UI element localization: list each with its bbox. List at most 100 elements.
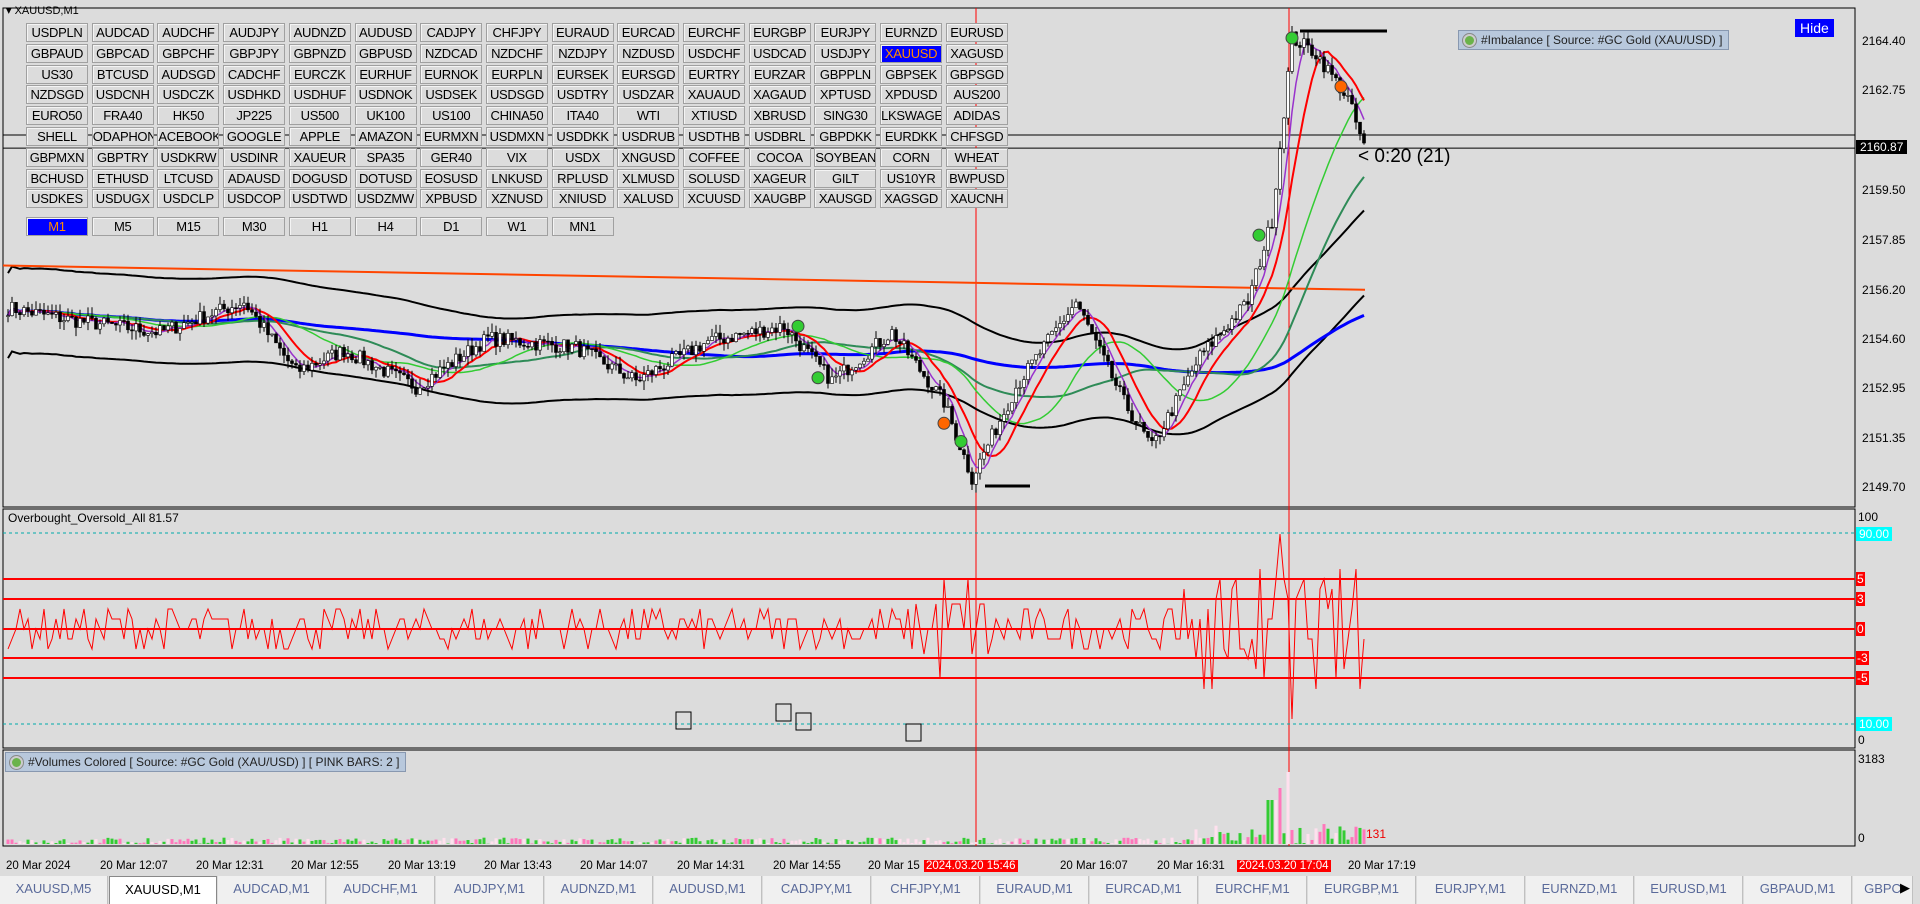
timeframe-m30[interactable]: M30 bbox=[223, 217, 286, 236]
symbol-button-xngusd[interactable]: XNGUSD bbox=[617, 147, 680, 167]
symbol-button-fra40[interactable]: FRA40 bbox=[91, 106, 154, 126]
symbol-button-gbpsek[interactable]: GBPSEK bbox=[880, 64, 943, 84]
symbol-button-lkswage[interactable]: LKSWAGE bbox=[880, 106, 943, 126]
timeframe-mn1[interactable]: MN1 bbox=[551, 217, 614, 236]
symbol-button-ltcusd[interactable]: LTCUSD bbox=[157, 168, 220, 188]
tab-euraud-m1[interactable]: EURAUD,M1 bbox=[981, 876, 1089, 904]
symbol-button-bwpusd[interactable]: BWPUSD bbox=[945, 168, 1008, 188]
volumes-legend[interactable]: #Volumes Colored [ Source: #GC Gold (XAU… bbox=[5, 752, 407, 772]
tab-eurcad-m1[interactable]: EURCAD,M1 bbox=[1090, 876, 1198, 904]
symbol-button-lnkusd[interactable]: LNKUSD bbox=[485, 168, 548, 188]
symbol-button-odaphon[interactable]: ODAPHON bbox=[91, 127, 154, 146]
symbol-button-xcuusd[interactable]: XCUUSD bbox=[683, 189, 745, 209]
symbol-button-eurcad[interactable]: EURCAD bbox=[617, 23, 680, 42]
symbol-button-usdczk[interactable]: USDCZK bbox=[157, 85, 220, 105]
symbol-button-usdpln[interactable]: USDPLN bbox=[26, 23, 88, 42]
symbol-button-xalusd[interactable]: XALUSD bbox=[617, 189, 680, 209]
symbol-button-eurjpy[interactable]: EURJPY bbox=[814, 23, 877, 42]
symbol-button-google[interactable]: GOOGLE bbox=[223, 127, 286, 146]
symbol-button-gilt[interactable]: GILT bbox=[814, 168, 877, 188]
symbol-button-eurdkk[interactable]: EURDKK bbox=[880, 127, 943, 146]
symbol-button-gbpusd[interactable]: GBPUSD bbox=[354, 43, 417, 63]
symbol-button-xtiusd[interactable]: XTIUSD bbox=[683, 106, 745, 126]
symbol-button-usdthb[interactable]: USDTHB bbox=[683, 127, 745, 146]
symbol-button-usdkrw[interactable]: USDKRW bbox=[157, 147, 220, 167]
symbol-button-xlmusd[interactable]: XLMUSD bbox=[617, 168, 680, 188]
symbol-button-adidas[interactable]: ADIDAS bbox=[945, 106, 1008, 126]
symbol-button-xbrusd[interactable]: XBRUSD bbox=[748, 106, 811, 126]
symbol-button-eursgd[interactable]: EURSGD bbox=[617, 64, 680, 84]
symbol-button-chfjpy[interactable]: CHFJPY bbox=[485, 23, 548, 42]
tab-audjpy-m1[interactable]: AUDJPY,M1 bbox=[436, 876, 544, 904]
symbol-button-adausd[interactable]: ADAUSD bbox=[223, 168, 286, 188]
symbol-button-acebook[interactable]: ACEBOOK bbox=[157, 127, 220, 146]
symbol-button-jp225[interactable]: JP225 bbox=[223, 106, 286, 126]
symbol-button-usdugx[interactable]: USDUGX bbox=[91, 189, 154, 209]
symbol-button-usdcad[interactable]: USDCAD bbox=[748, 43, 811, 63]
symbol-button-xpdusd[interactable]: XPDUSD bbox=[880, 85, 943, 105]
tab-eurchf-m1[interactable]: EURCHF,M1 bbox=[1199, 876, 1307, 904]
symbol-button-euraud[interactable]: EURAUD bbox=[551, 23, 614, 42]
symbol-button-audchf[interactable]: AUDCHF bbox=[157, 23, 220, 42]
symbol-button-eurusd[interactable]: EURUSD bbox=[945, 23, 1008, 42]
symbol-button-cadjpy[interactable]: CADJPY bbox=[420, 23, 483, 42]
symbol-button-gbpdkk[interactable]: GBPDKK bbox=[814, 127, 877, 146]
timeframe-m1[interactable]: M1 bbox=[26, 217, 88, 236]
symbol-button-nzdjpy[interactable]: NZDJPY bbox=[551, 43, 614, 63]
symbol-button-usdrub[interactable]: USDRUB bbox=[617, 127, 680, 146]
symbol-button-usdcop[interactable]: USDCOP bbox=[223, 189, 286, 209]
symbol-button-usdzmw[interactable]: USDZMW bbox=[354, 189, 417, 209]
symbol-button-dotusd[interactable]: DOTUSD bbox=[354, 168, 417, 188]
tab-audusd-m1[interactable]: AUDUSD,M1 bbox=[654, 876, 762, 904]
symbol-button-wti[interactable]: WTI bbox=[617, 106, 680, 126]
symbol-button-audusd[interactable]: AUDUSD bbox=[354, 23, 417, 42]
symbol-button-xagusd[interactable]: XAGUSD bbox=[945, 43, 1008, 63]
symbol-button-eurgbp[interactable]: EURGBP bbox=[748, 23, 811, 42]
symbol-button-corn[interactable]: CORN bbox=[880, 147, 943, 167]
symbol-button-usdinr[interactable]: USDINR bbox=[223, 147, 286, 167]
symbol-button-usdx[interactable]: USDX bbox=[551, 147, 614, 167]
symbol-button-usdsgd[interactable]: USDSGD bbox=[485, 85, 548, 105]
symbol-button-gbpchf[interactable]: GBPCHF bbox=[157, 43, 220, 63]
symbol-button-xptusd[interactable]: XPTUSD bbox=[814, 85, 877, 105]
symbol-button-xauusd[interactable]: XAUUSD bbox=[880, 43, 943, 63]
symbol-button-xagaud[interactable]: XAGAUD bbox=[748, 85, 811, 105]
symbol-button-usdhuf[interactable]: USDHUF bbox=[288, 85, 351, 105]
symbol-button-nzdusd[interactable]: NZDUSD bbox=[617, 43, 680, 63]
symbol-button-eursek[interactable]: EURSEK bbox=[551, 64, 614, 84]
symbol-button-nzdchf[interactable]: NZDCHF bbox=[485, 43, 548, 63]
symbol-button-xznusd[interactable]: XZNUSD bbox=[485, 189, 548, 209]
symbol-button-audjpy[interactable]: AUDJPY bbox=[223, 23, 286, 42]
symbol-button-usdchf[interactable]: USDCHF bbox=[683, 43, 745, 63]
symbol-button-btcusd[interactable]: BTCUSD bbox=[91, 64, 154, 84]
symbol-button-eurmxn[interactable]: EURMXN bbox=[420, 127, 483, 146]
symbol-button-wheat[interactable]: WHEAT bbox=[945, 147, 1008, 167]
symbol-button-audnzd[interactable]: AUDNZD bbox=[288, 23, 351, 42]
symbol-button-gbpsgd[interactable]: GBPSGD bbox=[945, 64, 1008, 84]
symbol-button-usddkk[interactable]: USDDKK bbox=[551, 127, 614, 146]
symbol-button-eurnzd[interactable]: EURNZD bbox=[880, 23, 943, 42]
symbol-button-usdnok[interactable]: USDNOK bbox=[354, 85, 417, 105]
tab-eurjpy-m1[interactable]: EURJPY,M1 bbox=[1417, 876, 1525, 904]
timeframe-m5[interactable]: M5 bbox=[91, 217, 154, 236]
symbol-button-eurtry[interactable]: EURTRY bbox=[683, 64, 745, 84]
symbol-button-usdbrl[interactable]: USDBRL bbox=[748, 127, 811, 146]
imbalance-legend[interactable]: #Imbalance [ Source: #GC Gold (XAU/USD) … bbox=[1458, 30, 1730, 50]
symbol-button-cocoa[interactable]: COCOA bbox=[748, 147, 811, 167]
symbol-button-eurhuf[interactable]: EURHUF bbox=[354, 64, 417, 84]
symbol-button-gbpnzd[interactable]: GBPNZD bbox=[288, 43, 351, 63]
symbol-button-gbpaud[interactable]: GBPAUD bbox=[26, 43, 88, 63]
symbol-button-hk50[interactable]: HK50 bbox=[157, 106, 220, 126]
symbol-button-audsgd[interactable]: AUDSGD bbox=[157, 64, 220, 84]
symbol-button-xaugbp[interactable]: XAUGBP bbox=[748, 189, 811, 209]
symbol-button-gbpcad[interactable]: GBPCAD bbox=[91, 43, 154, 63]
symbol-button-vix[interactable]: VIX bbox=[485, 147, 548, 167]
symbol-button-sing30[interactable]: SING30 bbox=[814, 106, 877, 126]
symbol-button-xageur[interactable]: XAGEUR bbox=[748, 168, 811, 188]
symbol-button-xauaud[interactable]: XAUAUD bbox=[683, 85, 745, 105]
symbol-button-shell[interactable]: SHELL bbox=[26, 127, 88, 146]
symbol-button-nzdsgd[interactable]: NZDSGD bbox=[26, 85, 88, 105]
tab-audnzd-m1[interactable]: AUDNZD,M1 bbox=[545, 876, 653, 904]
timeframe-w1[interactable]: W1 bbox=[485, 217, 548, 236]
symbol-button-usdzar[interactable]: USDZAR bbox=[617, 85, 680, 105]
